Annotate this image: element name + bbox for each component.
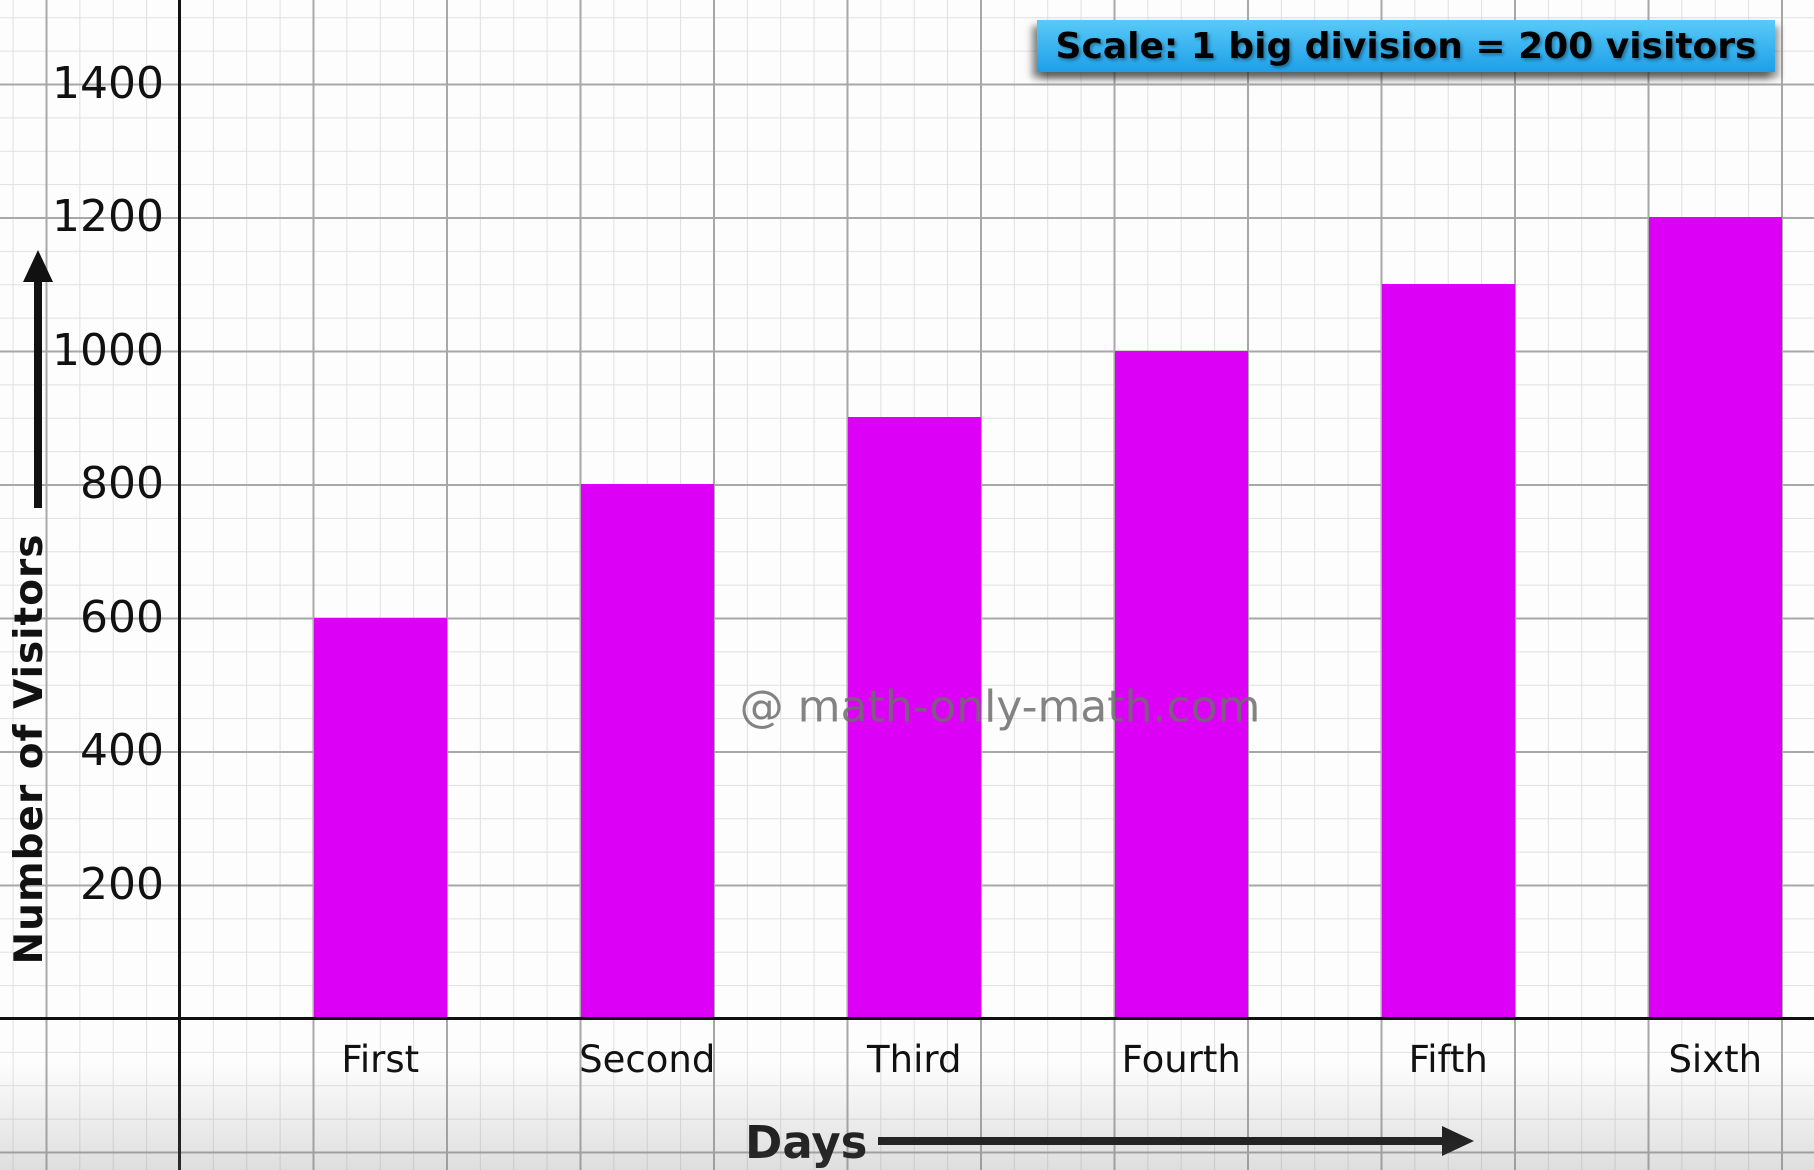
y-axis-arrow-shaft bbox=[34, 280, 42, 508]
bar-third bbox=[847, 417, 981, 1018]
y-tick-label-1000: 1000 bbox=[52, 324, 164, 376]
bar-second bbox=[580, 484, 714, 1018]
y-tick-label-1200: 1200 bbox=[52, 191, 164, 242]
scale-note-box: Scale: 1 big division = 200 visitors bbox=[1037, 20, 1775, 72]
x-tick-label-third: Third bbox=[867, 1038, 962, 1081]
y-axis-arrow-up-icon bbox=[23, 250, 53, 282]
y-tick-label-1400: 1400 bbox=[52, 57, 164, 109]
x-tick-label-fifth: Fifth bbox=[1408, 1038, 1488, 1081]
x-axis-arrow-right-icon bbox=[1442, 1126, 1474, 1156]
y-tick-label-600: 600 bbox=[80, 591, 164, 643]
x-axis-arrow-shaft bbox=[878, 1137, 1444, 1145]
x-tick-label-second: Second bbox=[579, 1038, 716, 1081]
x-tick-label-first: First bbox=[341, 1038, 420, 1081]
x-tick-label-sixth: Sixth bbox=[1668, 1038, 1763, 1081]
y-axis-line bbox=[178, 0, 181, 1170]
y-tick-label-200: 200 bbox=[80, 858, 164, 910]
bar-sixth bbox=[1648, 217, 1782, 1018]
y-tick-label-800: 800 bbox=[80, 458, 164, 509]
bar-first bbox=[313, 617, 447, 1018]
watermark-text: @ math-only-math.com bbox=[739, 681, 1261, 733]
x-axis-title: Days bbox=[745, 1116, 868, 1169]
x-axis-line bbox=[0, 1017, 1814, 1020]
bar-fifth bbox=[1381, 283, 1515, 1018]
bar-fourth bbox=[1114, 350, 1248, 1018]
y-axis-title: Number of Visitors bbox=[7, 533, 52, 965]
x-tick-label-fourth: Fourth bbox=[1121, 1038, 1241, 1081]
y-axis-tick-labels: 200 400 600 800 1000 1200 1400 bbox=[0, 0, 164, 1170]
scale-note-text: Scale: 1 big division = 200 visitors bbox=[1055, 25, 1757, 67]
y-tick-label-400: 400 bbox=[80, 725, 164, 776]
